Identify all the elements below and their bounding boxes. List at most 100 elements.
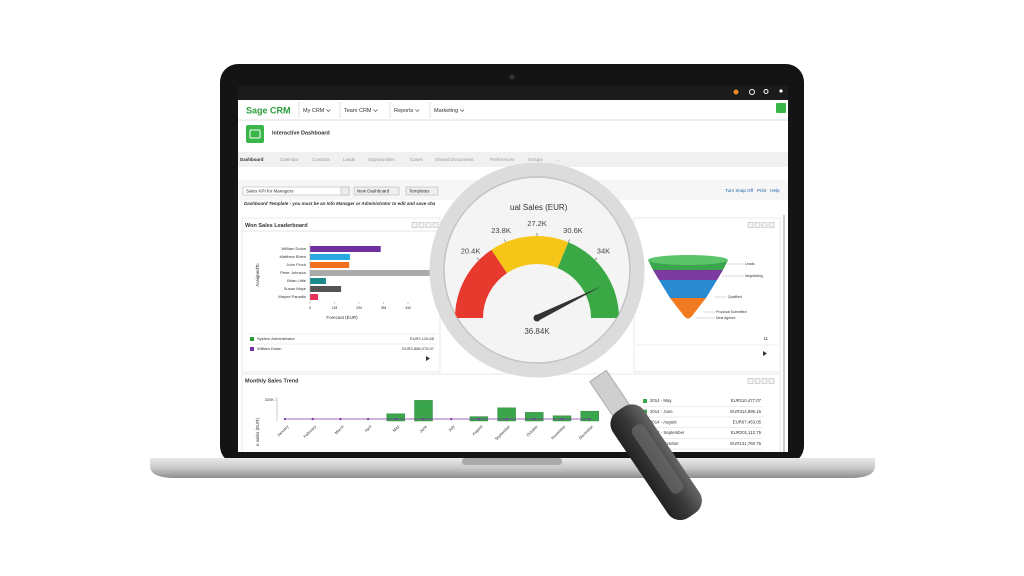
month-label: July — [447, 424, 456, 433]
select-text: Sales KPI for Managers — [246, 188, 294, 193]
menu-item[interactable]: Marketing — [434, 108, 458, 114]
panel-button[interactable] — [432, 222, 439, 228]
gauge-band — [491, 235, 569, 274]
leaderboard-panel — [241, 217, 441, 373]
tab[interactable]: Preferences — [490, 157, 515, 162]
panel-button[interactable] — [425, 222, 432, 228]
toolbar-link[interactable]: Help — [770, 188, 780, 193]
gauge-value: 36.84K — [524, 327, 550, 336]
tab[interactable]: Cases — [410, 157, 424, 162]
user-icon[interactable] — [779, 89, 783, 93]
toolbar-link[interactable]: Turn Snap Off — [725, 188, 754, 193]
legend-value: EUR2,126,65 — [410, 336, 435, 341]
gauge-tick-label: 30.6K — [563, 226, 583, 235]
menu-chevron — [459, 109, 465, 112]
panel-button[interactable] — [761, 222, 768, 228]
panel-button[interactable] — [754, 222, 761, 228]
bar-label: Peter Johnson — [280, 270, 306, 275]
panel-button[interactable] — [747, 222, 754, 228]
header — [238, 100, 788, 120]
legend-value: EUR2,886,076.97 — [402, 346, 435, 351]
table-swatch — [643, 409, 647, 414]
bar — [386, 413, 405, 422]
panel-title: Monthly Sales Trend — [245, 378, 298, 384]
lens-ring — [429, 162, 645, 378]
menu-item[interactable]: Team CRM — [344, 108, 372, 114]
tab[interactable]: Shared Documents — [435, 157, 474, 162]
panel-button[interactable] — [761, 378, 768, 384]
notification-icon[interactable] — [733, 89, 739, 95]
x-tick-label: 0 — [309, 305, 312, 310]
trend-point — [505, 417, 508, 421]
x-tick-label: 4M — [405, 305, 411, 310]
funnel-stage — [670, 298, 706, 319]
funnel-label: Qualified — [728, 295, 742, 299]
funnel-top — [648, 255, 728, 265]
gauge-tick — [476, 257, 480, 261]
menu-chevron — [326, 109, 331, 112]
menu-chevron — [373, 109, 378, 112]
table-value: EUR201,112.75 — [731, 430, 762, 435]
x-axis-label: Forecast (EUR) — [326, 315, 358, 320]
gauge-band — [455, 249, 507, 318]
tab[interactable]: Groups — [528, 157, 544, 162]
legend-swatch — [250, 347, 254, 351]
tab[interactable]: Dashboard — [240, 157, 264, 162]
month-label: April — [363, 424, 372, 433]
panel-button[interactable] — [768, 222, 775, 228]
funnel-stage — [653, 270, 723, 283]
bar — [310, 246, 381, 252]
menu-item[interactable]: Reports — [394, 108, 414, 114]
camera — [509, 74, 515, 80]
tab[interactable]: Contacts — [312, 157, 331, 162]
y-axis-label: AssignedTo — [255, 263, 260, 287]
button-text: Templates — [409, 188, 430, 193]
y-tick-label: 320K — [265, 397, 275, 402]
gauge-tick — [594, 257, 598, 261]
search-icon[interactable] — [763, 89, 769, 94]
trend-point — [422, 417, 425, 421]
table-period: 2014 - May — [650, 398, 672, 403]
legend-name: William Dolan — [257, 346, 281, 351]
gauge-tick — [504, 239, 506, 243]
trend-point — [477, 417, 481, 421]
clock-icon[interactable] — [749, 89, 755, 95]
panel-button[interactable] — [754, 378, 761, 384]
play-button[interactable] — [763, 351, 767, 356]
tab[interactable]: Leads — [343, 157, 356, 162]
bar — [310, 278, 326, 284]
trend-point — [311, 417, 314, 421]
y-axis-label: n sales (EUR) — [255, 418, 260, 447]
funnel-label: Negotiating — [745, 274, 763, 278]
notice: Dashboard Template - you must be an Info… — [244, 201, 436, 206]
lens-edge — [443, 176, 631, 364]
top-bar — [238, 86, 788, 100]
menu-item[interactable]: My CRM — [303, 108, 325, 114]
new-dashboard-button[interactable] — [353, 186, 400, 196]
tab[interactable]: Opportunities — [368, 157, 396, 162]
panel-button[interactable] — [768, 378, 775, 384]
legend-name: System Administrator — [257, 336, 295, 341]
panel-button[interactable] — [411, 222, 418, 228]
x-tick-label: 1M — [332, 305, 338, 310]
bar — [310, 294, 319, 300]
add-button[interactable] — [776, 103, 786, 113]
panel-button[interactable] — [418, 222, 425, 228]
tab[interactable]: Calendar — [280, 157, 299, 162]
menu-chevron — [415, 109, 420, 112]
trend-point — [366, 417, 370, 421]
funnel-label: Deal Agreed — [716, 316, 735, 320]
tab[interactable]: ... — [556, 157, 560, 162]
page-title: Interactive Dashboard — [272, 130, 330, 136]
table-value: EUR67,463.05 — [733, 420, 762, 425]
play-button[interactable] — [426, 356, 430, 361]
bar-label: John Finch — [286, 262, 306, 267]
gauge-tick-label: 20.4K — [461, 247, 481, 256]
select-arrow — [340, 186, 350, 196]
bar — [310, 270, 433, 276]
laptop-base — [150, 458, 875, 478]
table-value: EUR110,477.07 — [731, 398, 762, 403]
panel-button[interactable] — [747, 378, 754, 384]
toolbar-link[interactable]: Print — [757, 188, 767, 193]
templates-button[interactable] — [405, 186, 439, 196]
